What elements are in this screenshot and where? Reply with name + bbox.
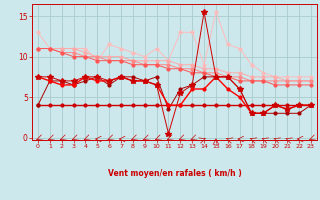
X-axis label: Vent moyen/en rafales ( km/h ): Vent moyen/en rafales ( km/h ) (108, 169, 241, 178)
